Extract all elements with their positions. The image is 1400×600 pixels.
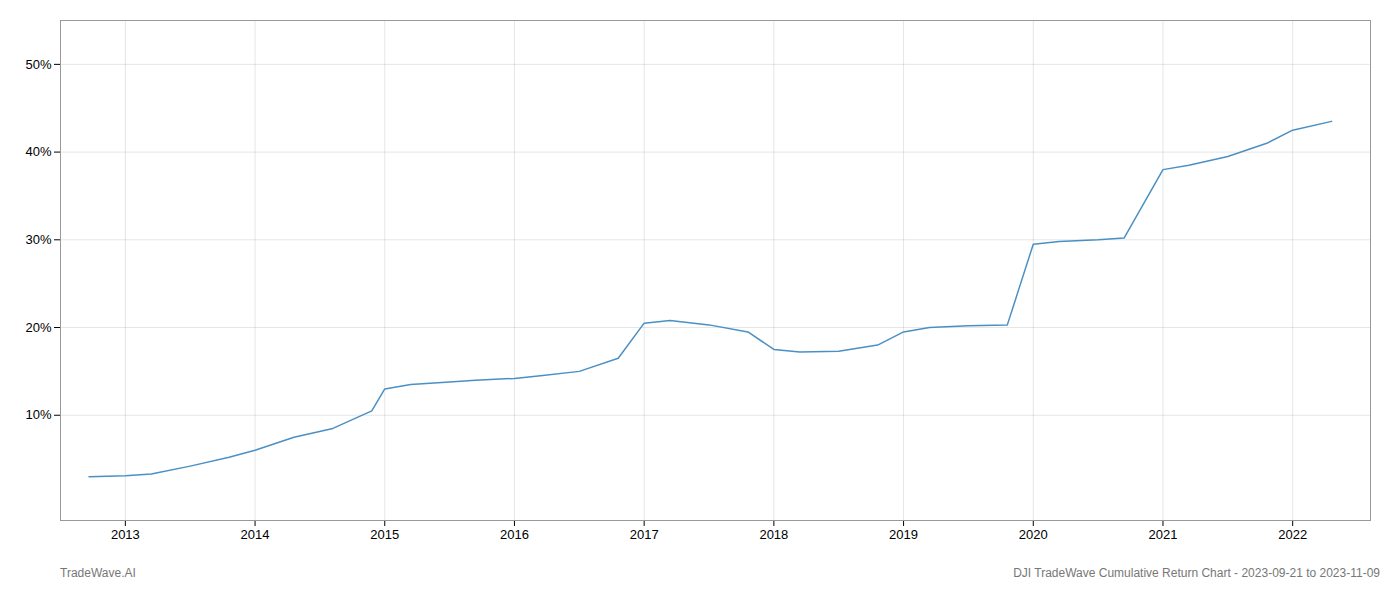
svg-text:2013: 2013 (111, 527, 140, 542)
svg-text:40%: 40% (25, 144, 51, 159)
svg-text:2021: 2021 (1149, 527, 1178, 542)
html-text:DJI TradeWave Cumulative Retur: DJI TradeWave Cumulative Return Chart - … (1013, 566, 1380, 580)
html-text:TradeWave.AI: TradeWave.AI (60, 566, 136, 580)
svg-text:50%: 50% (25, 57, 51, 72)
svg-text:2017: 2017 (630, 527, 659, 542)
svg-text:10%: 10% (25, 407, 51, 422)
svg-text:2022: 2022 (1278, 527, 1307, 542)
svg-text:2019: 2019 (889, 527, 918, 542)
svg-text:2014: 2014 (241, 527, 270, 542)
svg-text:2015: 2015 (370, 527, 399, 542)
svg-text:2016: 2016 (500, 527, 529, 542)
svg-text:2020: 2020 (1019, 527, 1048, 542)
svg-text:30%: 30% (25, 232, 51, 247)
svg-text:20%: 20% (25, 320, 51, 335)
svg-text:2018: 2018 (759, 527, 788, 542)
